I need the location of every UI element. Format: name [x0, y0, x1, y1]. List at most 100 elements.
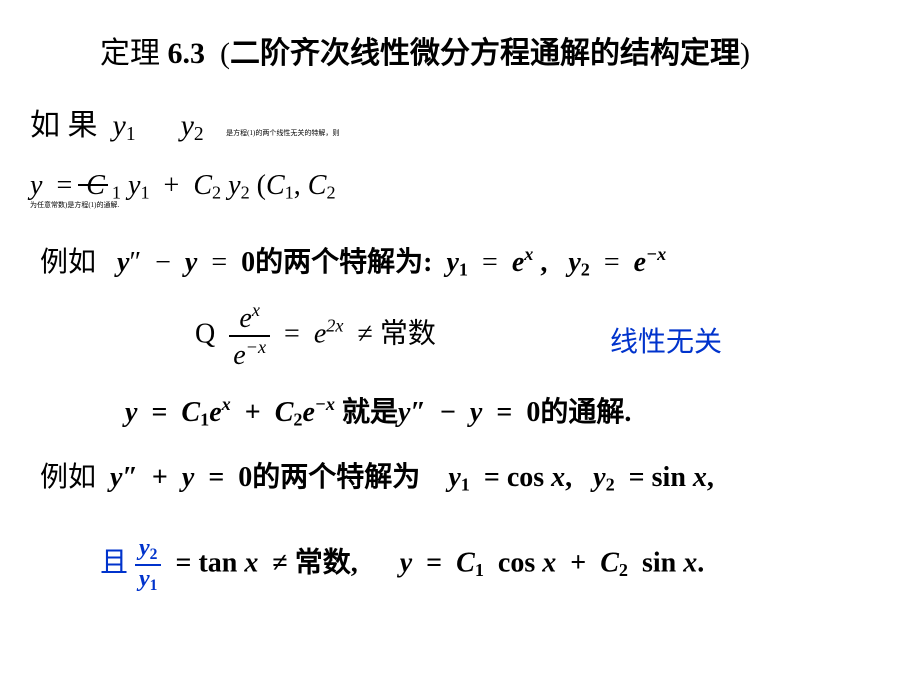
ex1-minus: − [155, 247, 171, 278]
gf-y1sub: 1 [140, 183, 149, 203]
g1-eq: = [151, 397, 167, 428]
g1-e1sup: x [222, 394, 231, 414]
gf-y2: y [228, 170, 240, 201]
condition-line: 如 果 y1 y2 是方程(1)的两个线性无关的特解，则 [30, 100, 339, 146]
r2-num-y: y [139, 535, 150, 561]
g2-period: . [697, 547, 704, 578]
general-form: y = C 1 y1 + C2 y2 (C1, C2 [30, 170, 336, 204]
ex1-y2y: y [568, 247, 580, 278]
y2-var: y [181, 109, 194, 142]
gf-c2sub: 2 [212, 183, 221, 203]
gf-plus: + [164, 170, 180, 201]
r1-num-sup: x [252, 300, 260, 320]
g1-mid: 就是 [342, 397, 398, 428]
title-paren-close: ) [740, 37, 750, 70]
g2-c2: C [600, 547, 619, 578]
ex2-y1x: x [551, 462, 565, 493]
gf-y: y [30, 170, 42, 201]
g2-c1sub: 1 [475, 560, 484, 580]
r2-den-y: y [139, 566, 150, 592]
gf-c2bsub: 2 [326, 183, 335, 203]
g1-c2: C [275, 397, 294, 428]
g2-x2: x [683, 547, 697, 578]
gf-y2sub: 2 [241, 183, 250, 203]
g1-pp: ″ [410, 397, 425, 428]
r1-eq: = [284, 318, 300, 349]
ex1-e2sup: −x [646, 244, 666, 264]
g1-y: y [125, 397, 137, 428]
ex1-y1y: y [446, 247, 458, 278]
g2-x1: x [542, 547, 556, 578]
ex2-c1: , [565, 462, 572, 493]
ex2-y2eq: = [629, 462, 645, 493]
gf-y1: y [128, 170, 140, 201]
ex1-pp: ″ [129, 247, 141, 278]
ex2-y1y: y [448, 462, 460, 493]
r2-eq: = [175, 547, 191, 578]
g2-sin: sin [642, 547, 676, 578]
gf-c2: C [193, 170, 212, 201]
gf-eq: = [56, 170, 72, 201]
ex2-y: y [110, 462, 122, 493]
y1-var: y [113, 109, 126, 142]
ex2-label: 例如 [40, 462, 96, 493]
g2-plus: + [570, 547, 586, 578]
ex2-y2sub: 2 [606, 475, 615, 495]
g1-tail: 的通解. [540, 397, 631, 428]
gf-comma: , [294, 170, 301, 201]
r2-const: 常数, [295, 547, 358, 578]
r1-frac: ex e−x [229, 300, 270, 372]
ex1-e2: e [634, 247, 646, 278]
r2-x: x [244, 547, 258, 578]
ex2-pp: ″ [122, 462, 137, 493]
ex2-c2: , [707, 462, 714, 493]
ex1-eq: = [211, 247, 227, 278]
g2-cos: cos [498, 547, 535, 578]
example2-line: 例如 y″ + y = 0的两个特解为 y1 = cos x, y2 = sin… [40, 455, 714, 496]
ex1-c1: , [540, 247, 547, 278]
ex1-e1sup: x [524, 244, 533, 264]
r1-neq: ≠ [357, 318, 372, 349]
r1-Q: Q [195, 318, 215, 349]
ex2-y1val: cos [507, 462, 544, 493]
ratio2-line: 且 y2 y1 = tan x ≠ 常数, y = C1 cos x + C2 … [100, 535, 704, 595]
if-word: 如 果 [30, 109, 98, 142]
ex2-plus: + [152, 462, 168, 493]
ex2-y1eq: = [484, 462, 500, 493]
ex1-y2eq: = [604, 247, 620, 278]
g1-minus: − [440, 397, 456, 428]
g2-y: y [400, 547, 412, 578]
ex2-y2: y [182, 462, 194, 493]
gf-po: ( [257, 170, 266, 201]
ex2-y2x: x [693, 462, 707, 493]
ex1-y: y [117, 247, 129, 278]
g1-e1: e [209, 397, 221, 428]
title-prefix: 定理 [100, 37, 160, 70]
ex1-y1eq: = [482, 247, 498, 278]
g2-eq: = [426, 547, 442, 578]
ex1-label: 例如 [40, 247, 96, 278]
ex1-zero: 0 [241, 247, 255, 278]
ratio1-line: Q ex e−x = e2x ≠ 常数 [195, 300, 436, 372]
g2-c2sub: 2 [619, 560, 628, 580]
ex1-mid: 的两个特解为: [255, 247, 432, 278]
title-text: 二阶齐次线性微分方程通解的结构定理 [230, 37, 740, 70]
ex2-y1sub: 1 [461, 475, 470, 495]
g1-e2sup: −x [315, 394, 335, 414]
ex1-e1: e [512, 247, 524, 278]
ex1-y1sub: 1 [459, 260, 468, 280]
g1-c1: C [181, 397, 200, 428]
r2-tan: tan [198, 547, 237, 578]
r2-num-sub: 2 [150, 546, 158, 563]
y2-sub: 2 [194, 124, 204, 145]
ex1-y2sub: 2 [581, 260, 590, 280]
g1-ypp: y [398, 397, 410, 428]
g1-plus: + [245, 397, 261, 428]
r1-res-e: e [314, 318, 326, 349]
example1-line: 例如 y″ − y = 0的两个特解为: y1 = ex , y2 = e−x [40, 240, 666, 281]
g1-yy: y [470, 397, 482, 428]
ex2-zero: 0 [238, 462, 252, 493]
small-note: 是方程(1)的两个线性无关的特解，则 [226, 129, 339, 137]
theorem-title: 定理 6.3 (二阶齐次线性微分方程通解的结构定理) [100, 28, 750, 72]
r2-den-sub: 1 [150, 577, 158, 594]
